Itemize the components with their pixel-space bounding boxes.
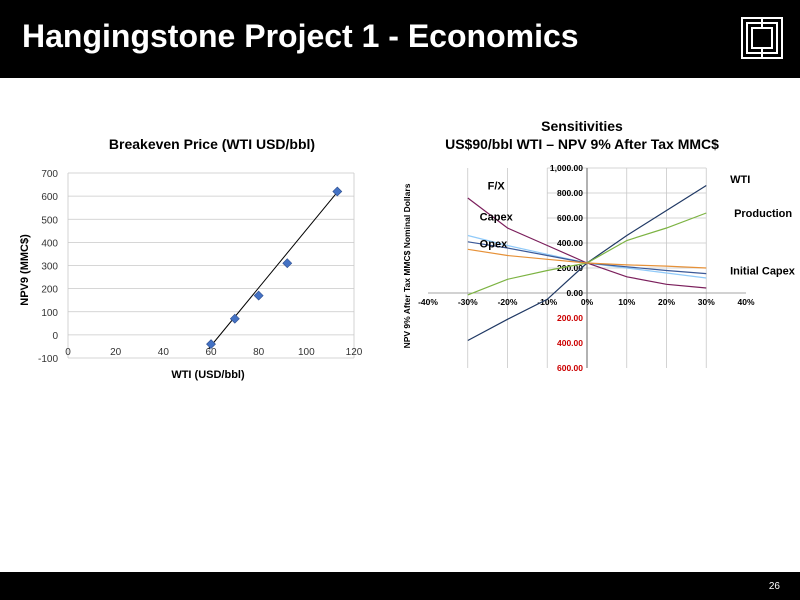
series-label-capex: Capex: [480, 212, 514, 224]
breakeven-y-tick: 400: [41, 238, 58, 249]
breakeven-y-axis-label: NPV9 (MMC$): [19, 234, 31, 306]
sensitivities-x-tick: 30%: [698, 297, 715, 307]
breakeven-x-tick: 0: [65, 347, 71, 358]
sensitivities-series-labels: WTI Production Initial Capex F/X Capex Opex: [480, 174, 796, 277]
series-line-production: [467, 212, 707, 296]
page-number: 26: [768, 581, 780, 592]
breakeven-x-tick: 20: [110, 347, 122, 358]
sensitivities-y-tick: 600.00: [557, 213, 583, 223]
breakeven-point: [282, 258, 293, 269]
breakeven-point: [229, 313, 240, 324]
series-line-f-x: [467, 197, 707, 289]
header-bar: Hangingstone Project 1 - Economics: [0, 0, 800, 78]
series-line-wti: [467, 184, 707, 342]
breakeven-trendline: [208, 188, 341, 350]
breakeven-x-tick: 100: [298, 347, 315, 358]
series-line-capex: [467, 241, 707, 275]
series-label-wti: WTI: [730, 174, 750, 186]
breakeven-y-tick: 600: [41, 192, 58, 203]
sensitivities-x-tick: 40%: [737, 297, 754, 307]
series-line-opex: [467, 248, 707, 269]
breakeven-y-tick: 300: [41, 262, 58, 273]
sensitivities-series: [467, 184, 707, 342]
sensitivities-grid: [428, 167, 746, 368]
series-label-f-x: F/X: [488, 180, 506, 192]
series-label-production: Production: [734, 208, 792, 220]
breakeven-point: [206, 339, 216, 350]
sensitivities-y-tick: 400.00: [557, 238, 583, 248]
breakeven-grid: [67, 172, 355, 359]
breakeven-y-tick: 200: [41, 285, 58, 296]
sensitivities-x-tick: 10%: [618, 297, 635, 307]
sensitivities-x-tick: 0%: [581, 297, 594, 307]
breakeven-y-tick: 0: [52, 331, 58, 342]
breakeven-x-tick: 40: [158, 347, 170, 358]
sensitivities-y-tick: 400.00: [557, 338, 583, 348]
sensitivities-y-tick: 800.00: [557, 188, 583, 198]
breakeven-x-axis-label: WTI (USD/bbl): [171, 369, 245, 381]
breakeven-y-tick: 700: [41, 169, 58, 180]
sensitivities-y-tick: 0.00: [566, 288, 583, 298]
breakeven-tick-labels: -100 0 100 200 300 400 500 600 700 0 20 40 60 80 100 12…: [38, 169, 363, 365]
breakeven-x-tick: 80: [253, 347, 265, 358]
breakeven-y-tick: 100: [41, 308, 58, 319]
stacked-squares-logo-icon: [741, 17, 783, 59]
series-label-opex: Opex: [480, 238, 508, 250]
sensitivities-x-tick: -10%: [537, 297, 557, 307]
breakeven-y-tick: 500: [41, 215, 58, 226]
breakeven-x-tick: 60: [205, 347, 217, 358]
breakeven-y-tick: -100: [38, 354, 58, 365]
breakeven-chart-title: Breakeven Price (WTI USD/bbl): [109, 136, 315, 152]
page-title: Hangingstone Project 1 - Economics: [22, 18, 579, 54]
sensitivities-y-tick: 200.00: [557, 263, 583, 273]
sensitivities-x-tick: -40%: [418, 297, 438, 307]
sensitivities-y-tick: 1,000.00: [550, 163, 583, 173]
sensitivities-x-tick: -30%: [458, 297, 478, 307]
sensitivities-tick-labels: 1,000.00 800.00 600.00 400.00 200.00 0.00 200.…: [418, 163, 755, 373]
series-line-initial-capex: [467, 234, 707, 279]
sensitivities-chart-title: Sensitivities: [541, 118, 623, 134]
sensitivities-x-tick: -20%: [498, 297, 518, 307]
sensitivities-x-tick: 20%: [658, 297, 675, 307]
breakeven-point: [253, 290, 264, 301]
footer-bar: 26: [0, 572, 800, 600]
breakeven-points: [206, 186, 343, 350]
sensitivities-y-tick: 200.00: [557, 313, 583, 323]
breakeven-point: [332, 186, 343, 197]
sensitivities-y-axis-label: NPV 9% After Tax MMC$ Nominal Dollars: [402, 183, 412, 348]
sensitivities-y-tick: 600.00: [557, 363, 583, 373]
breakeven-x-tick: 120: [346, 347, 363, 358]
sensitivities-chart-subtitle: US$90/bbl WTI – NPV 9% After Tax MMC$: [445, 136, 719, 152]
series-label-initial-capex: Initial Capex: [730, 265, 796, 277]
